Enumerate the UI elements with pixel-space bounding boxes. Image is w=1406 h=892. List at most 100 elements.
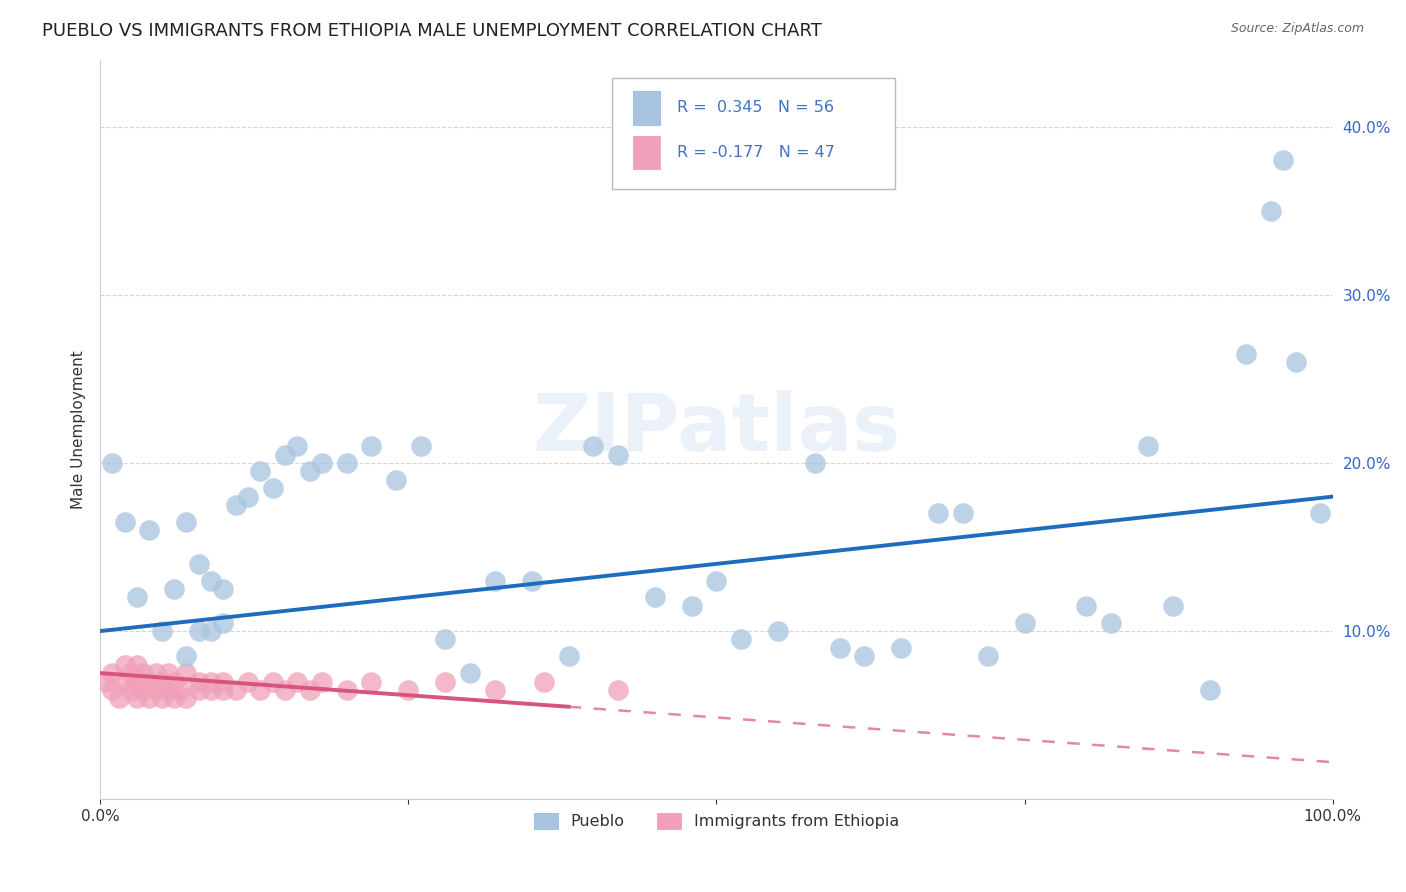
Point (127, 657, 149, 672)
Text: R = -0.177   N = 47: R = -0.177 N = 47 (678, 145, 835, 160)
Point (138, 523, 160, 537)
Point (298, 464, 321, 478)
Point (1076, 599, 1098, 613)
Point (187, 682, 209, 697)
Point (127, 674, 149, 689)
Point (163, 582, 186, 596)
Legend: Pueblo, Immigrants from Ethiopia: Pueblo, Immigrants from Ethiopia (527, 806, 905, 836)
Point (150, 691, 173, 706)
Point (236, 490, 259, 504)
Point (360, 439, 382, 453)
Point (606, 448, 628, 462)
Point (557, 649, 579, 664)
Point (225, 682, 247, 697)
Point (96, 674, 118, 689)
Point (150, 624, 173, 639)
Point (200, 574, 222, 588)
Point (1136, 439, 1159, 453)
Point (1198, 682, 1220, 697)
Point (145, 682, 167, 697)
Point (163, 691, 186, 706)
Point (1099, 615, 1122, 630)
Point (200, 624, 222, 639)
Point (360, 674, 382, 689)
Point (311, 674, 333, 689)
Point (582, 439, 605, 453)
Point (249, 682, 271, 697)
Point (706, 574, 728, 588)
Point (1236, 347, 1258, 361)
Point (396, 682, 419, 697)
Point (132, 666, 155, 681)
Point (176, 666, 198, 681)
Point (138, 691, 160, 706)
Point (336, 682, 359, 697)
Text: R =  0.345   N = 56: R = 0.345 N = 56 (678, 100, 834, 115)
Point (606, 682, 628, 697)
Point (434, 674, 457, 689)
Point (262, 481, 284, 495)
Point (176, 515, 198, 529)
Point (311, 456, 333, 470)
Point (120, 666, 142, 681)
Point (285, 439, 308, 453)
Point (520, 574, 543, 588)
FancyBboxPatch shape (633, 136, 659, 169)
Point (927, 507, 949, 521)
Point (952, 507, 974, 521)
Point (187, 624, 209, 639)
Point (533, 674, 555, 689)
Text: ZIPatlas: ZIPatlas (533, 391, 901, 468)
Point (484, 574, 506, 588)
Point (681, 599, 703, 613)
Point (114, 657, 136, 672)
Point (285, 674, 308, 689)
Point (434, 632, 457, 647)
Point (385, 473, 408, 487)
Y-axis label: Male Unemployment: Male Unemployment (72, 350, 86, 508)
Point (409, 439, 432, 453)
FancyBboxPatch shape (612, 78, 896, 189)
Point (225, 498, 247, 512)
Point (114, 674, 136, 689)
Point (730, 632, 752, 647)
Point (200, 682, 222, 697)
Point (828, 640, 851, 655)
Point (249, 464, 271, 478)
Text: Source: ZipAtlas.com: Source: ZipAtlas.com (1230, 22, 1364, 36)
Point (187, 674, 209, 689)
Point (212, 674, 235, 689)
Point (150, 674, 173, 689)
Point (336, 456, 359, 470)
Point (120, 682, 142, 697)
Point (176, 691, 198, 706)
Point (212, 582, 235, 596)
Point (156, 666, 179, 681)
Point (176, 649, 198, 664)
Point (169, 682, 191, 697)
Point (132, 682, 155, 697)
Point (107, 691, 129, 706)
Point (212, 682, 235, 697)
Point (766, 624, 789, 639)
Point (187, 557, 209, 571)
Point (484, 682, 506, 697)
Point (200, 674, 222, 689)
Point (644, 591, 666, 605)
Point (1014, 615, 1036, 630)
Point (156, 682, 179, 697)
Point (804, 456, 827, 470)
Point (145, 666, 167, 681)
Point (1260, 203, 1282, 218)
Point (1309, 507, 1331, 521)
Point (1272, 153, 1295, 168)
Point (298, 682, 321, 697)
Point (262, 674, 284, 689)
Point (138, 674, 160, 689)
Point (236, 674, 259, 689)
Point (1161, 599, 1184, 613)
Point (976, 649, 998, 664)
Point (101, 456, 124, 470)
Point (101, 682, 124, 697)
Point (127, 691, 149, 706)
